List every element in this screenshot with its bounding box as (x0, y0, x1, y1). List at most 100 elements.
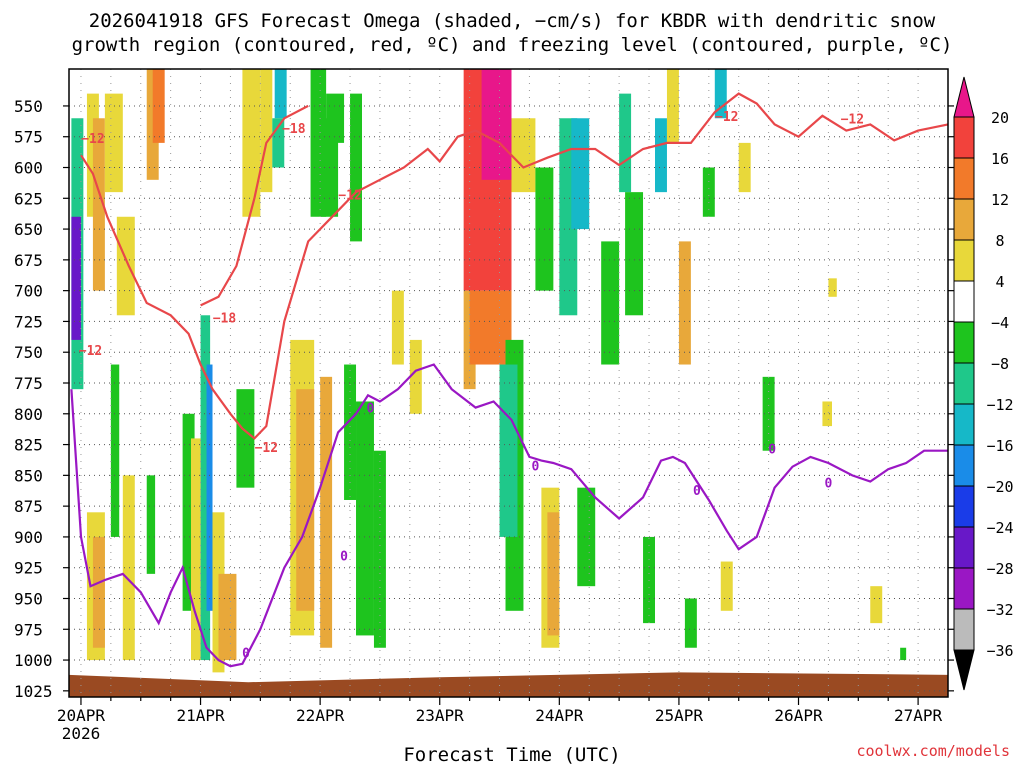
y-tick-label: 1000 (14, 651, 53, 670)
omega-cell (326, 93, 345, 143)
omega-cell (260, 69, 273, 193)
x-tick-label: 24APR (535, 706, 584, 725)
colorbar-swatch (953, 362, 975, 405)
x-tick-label: 22APR (296, 706, 345, 725)
colorbar-label: −4 (991, 314, 1009, 332)
colorbar-label: 12 (991, 191, 1009, 209)
omega-cell (236, 389, 255, 488)
colorbar-label: −20 (986, 478, 1013, 496)
contour-label-minus12: −12 (81, 132, 104, 147)
y-tick-label: 975 (14, 620, 43, 639)
y-tick-label: 875 (14, 497, 43, 516)
y-tick-label: 650 (14, 220, 43, 239)
omega-cell (190, 438, 201, 661)
x-year-label: 2026 (62, 724, 101, 743)
omega-cell (601, 241, 620, 365)
omega-cell (409, 339, 422, 414)
colorbar-swatch (953, 444, 975, 487)
x-tick-label: 20APR (57, 706, 106, 725)
credit-link[interactable]: coolwx.com/models (856, 742, 1010, 760)
contour-label-zero: 0 (242, 647, 250, 662)
y-tick-label: 900 (14, 528, 43, 547)
omega-cell (152, 69, 165, 143)
x-tick-label: 21APR (176, 706, 225, 725)
omega-cell (344, 364, 357, 500)
colorbar-label: 20 (991, 109, 1009, 127)
colorbar-arrow-top (953, 76, 975, 118)
omega-cell (116, 216, 135, 316)
contour-layer: −12 −12 −12 −12 −12 −12 −18 −18 0 0 0 0 0 0 0 (70, 92, 949, 668)
chart-title-line-2: growth region (contoured, red, ºC) and f… (71, 34, 953, 56)
colorbar-swatch (953, 485, 975, 528)
colorbar-arrow-bottom (953, 649, 975, 691)
contour-label-minus18: −18 (282, 122, 306, 137)
colorbar-label: −32 (986, 601, 1013, 619)
omega-cell (296, 389, 315, 611)
omega-cell (92, 118, 105, 291)
colorbar-swatch (953, 116, 975, 159)
x-axis: 20APR 21APR 22APR 23APR 24APR 25APR 26APR 27APR… (57, 697, 943, 743)
omega-cell (110, 364, 120, 537)
omega-cell (900, 647, 907, 661)
omega-cell (104, 93, 123, 193)
colorbar: 20 16 12 8 4 −4 −8 −12 −16 −20 −24 −28 −32 −36 (953, 76, 1014, 691)
y-tick-label: 950 (14, 589, 43, 608)
colorbar-label: 8 (995, 232, 1004, 250)
contour-label-zero: 0 (768, 442, 776, 457)
omega-cell (511, 118, 536, 193)
colorbar-swatch (953, 157, 975, 200)
dgz-minus18-contour (200, 104, 309, 307)
omega-cell (547, 512, 560, 636)
colorbar-swatch (953, 321, 975, 364)
omega-cell (206, 364, 213, 611)
omega-cell (828, 278, 837, 297)
ground-surface (69, 672, 948, 697)
y-tick-label: 1025 (14, 682, 53, 701)
colorbar-label: 16 (991, 150, 1009, 168)
y-tick-label: 700 (14, 282, 43, 301)
omega-cell (350, 93, 362, 242)
omega-cell (655, 118, 667, 193)
contour-label-minus12: −12 (715, 110, 738, 125)
y-tick-label: 575 (14, 128, 43, 147)
omega-cell (714, 69, 727, 119)
colorbar-label: −24 (986, 519, 1013, 537)
y-tick-label: 625 (14, 189, 43, 208)
omega-cell (577, 487, 596, 587)
omega-cell (71, 216, 81, 340)
y-tick-label: 725 (14, 312, 43, 331)
y-tick-label: 550 (14, 97, 43, 116)
y-tick-label: 825 (14, 436, 43, 455)
omega-cell (870, 586, 883, 624)
omega-cell (571, 118, 590, 230)
omega-cell (242, 69, 261, 217)
contour-label-minus12: −12 (79, 344, 102, 359)
contour-label-minus12: −12 (255, 441, 278, 456)
omega-cell (619, 93, 632, 193)
colorbar-swatch (953, 403, 975, 446)
freezing-level-contour (70, 363, 948, 668)
colorbar-swatch (953, 526, 975, 569)
colorbar-swatch (953, 280, 975, 323)
y-tick-label: 775 (14, 374, 43, 393)
colorbar-label: −12 (986, 396, 1013, 414)
omega-cell (499, 364, 518, 537)
omega-cell (182, 413, 195, 611)
contour-label-zero: 0 (340, 549, 348, 564)
colorbar-label: −16 (986, 437, 1013, 455)
contour-label-zero: 0 (693, 484, 701, 499)
y-tick-label: 675 (14, 251, 43, 270)
contour-label-minus12: −12 (841, 112, 864, 127)
omega-cell (320, 376, 333, 648)
omega-cell (200, 315, 211, 661)
contour-label-zero: 0 (824, 477, 832, 492)
x-tick-label: 26APR (774, 706, 823, 725)
omega-cell (469, 290, 512, 365)
x-axis-title: Forecast Time (UTC) (403, 744, 621, 766)
omega-cell (678, 241, 691, 365)
y-tick-label: 850 (14, 466, 43, 485)
contour-label-minus12: −12 (338, 189, 361, 204)
omega-cell (822, 401, 832, 427)
colorbar-label: 4 (995, 273, 1004, 291)
